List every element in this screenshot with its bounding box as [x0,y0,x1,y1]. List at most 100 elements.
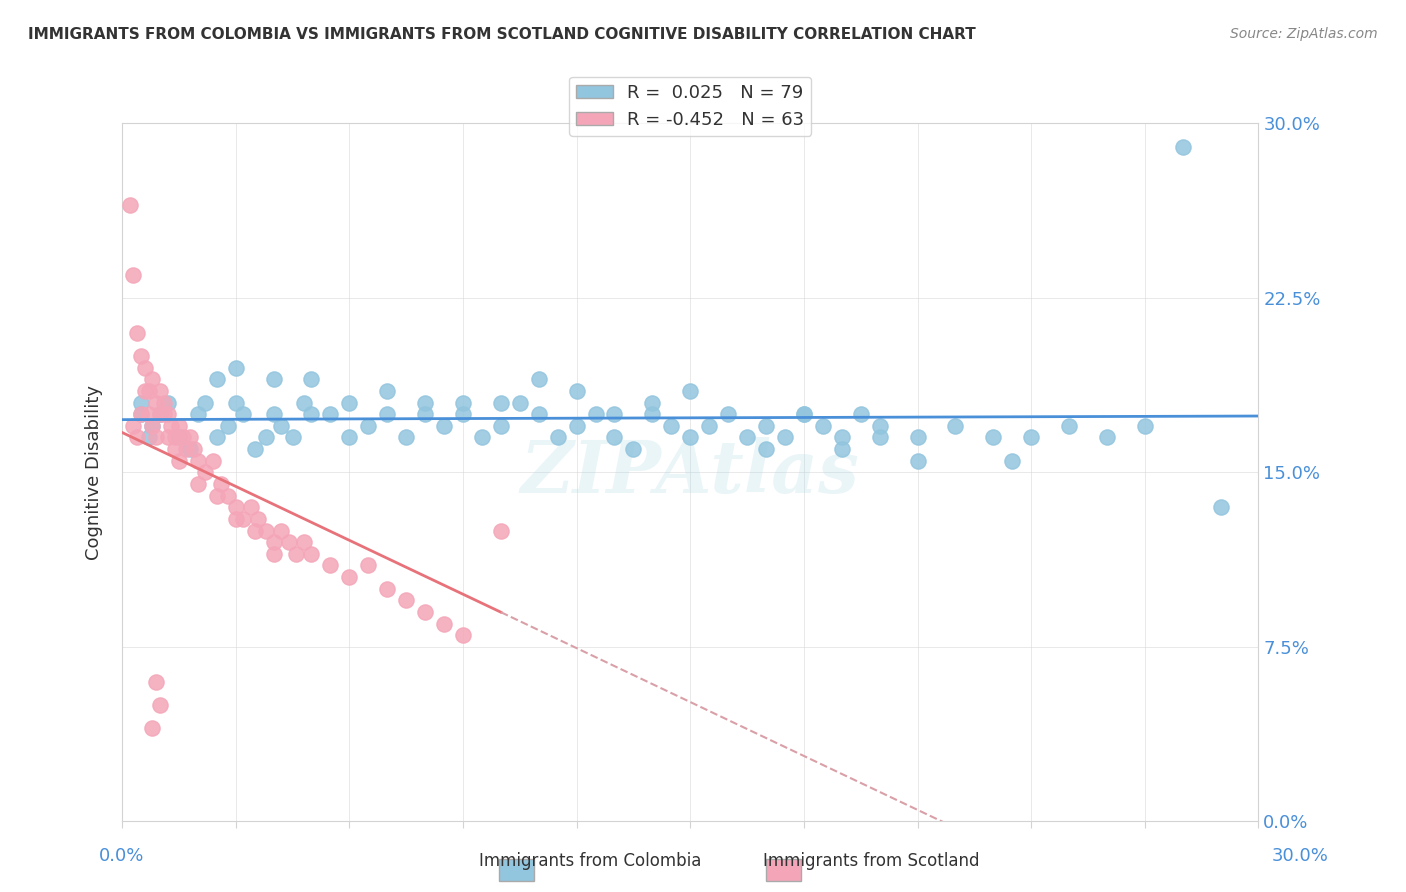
Point [433,418,456,433]
Point [603,407,626,421]
Point [141,372,163,386]
Point [232,512,254,526]
Point [205,372,228,386]
Point [247,512,270,526]
Point [831,442,853,456]
Point [337,395,360,409]
Point [172,430,194,444]
Point [165,442,187,456]
Point [869,418,891,433]
Point [793,407,815,421]
Point [357,558,380,573]
Point [141,418,163,433]
Point [127,430,149,444]
Point [337,430,360,444]
Point [263,407,285,421]
Point [225,395,247,409]
Point [489,395,512,409]
Point [138,407,160,421]
Point [1095,430,1118,444]
Point [755,442,778,456]
Point [773,430,796,444]
Legend: R =  0.025   N = 79, R = -0.452   N = 63: R = 0.025 N = 79, R = -0.452 N = 63 [569,77,811,136]
Point [167,430,190,444]
Point [281,430,304,444]
Point [375,407,398,421]
Point [623,442,645,456]
Point [270,418,292,433]
Point [118,198,141,212]
Point [395,593,418,607]
Point [831,430,853,444]
Point [134,360,156,375]
Point [1019,430,1042,444]
Point [129,349,152,363]
Text: ZIPAtlas: ZIPAtlas [520,437,859,508]
Text: Immigrants from Colombia: Immigrants from Colombia [479,852,702,870]
Point [176,442,198,456]
Text: IMMIGRANTS FROM COLOMBIA VS IMMIGRANTS FROM SCOTLAND COGNITIVE DISABILITY CORREL: IMMIGRANTS FROM COLOMBIA VS IMMIGRANTS F… [28,27,976,42]
Point [263,547,285,561]
Y-axis label: Cognitive Disability: Cognitive Disability [86,384,103,560]
Point [395,430,418,444]
Point [413,395,436,409]
Point [1171,139,1194,153]
Point [122,418,145,433]
Point [254,430,277,444]
Point [149,407,172,421]
Point [183,442,205,456]
Point [413,407,436,421]
Point [263,372,285,386]
Point [243,442,266,456]
Point [127,326,149,340]
Point [319,407,342,421]
Point [1001,454,1024,468]
Point [735,430,758,444]
Text: Immigrants from Scotland: Immigrants from Scotland [763,852,980,870]
Point [145,430,167,444]
Point [160,418,183,433]
Point [301,372,323,386]
Point [134,384,156,398]
Point [156,407,179,421]
Point [1133,418,1156,433]
Point [375,582,398,596]
Point [337,570,360,584]
Point [679,430,702,444]
Point [292,395,315,409]
Point [254,524,277,538]
Text: 30.0%: 30.0% [1272,847,1329,865]
Point [145,674,167,689]
Point [205,489,228,503]
Point [225,500,247,515]
Point [205,430,228,444]
Point [357,418,380,433]
Point [285,547,308,561]
Point [217,418,239,433]
Point [165,430,187,444]
Point [849,407,872,421]
Point [122,268,145,282]
Point [907,454,929,468]
Point [194,466,217,480]
Point [145,395,167,409]
Point [489,418,512,433]
Point [167,454,190,468]
Point [156,430,179,444]
Point [755,418,778,433]
Point [129,395,152,409]
Point [375,384,398,398]
Point [603,430,626,444]
Point [1209,500,1232,515]
Point [263,535,285,549]
Point [697,418,720,433]
Point [811,418,834,433]
Point [869,430,891,444]
Point [129,407,152,421]
Point [201,454,224,468]
Point [565,418,588,433]
Point [717,407,740,421]
Point [509,395,531,409]
Point [179,430,201,444]
Point [187,454,209,468]
